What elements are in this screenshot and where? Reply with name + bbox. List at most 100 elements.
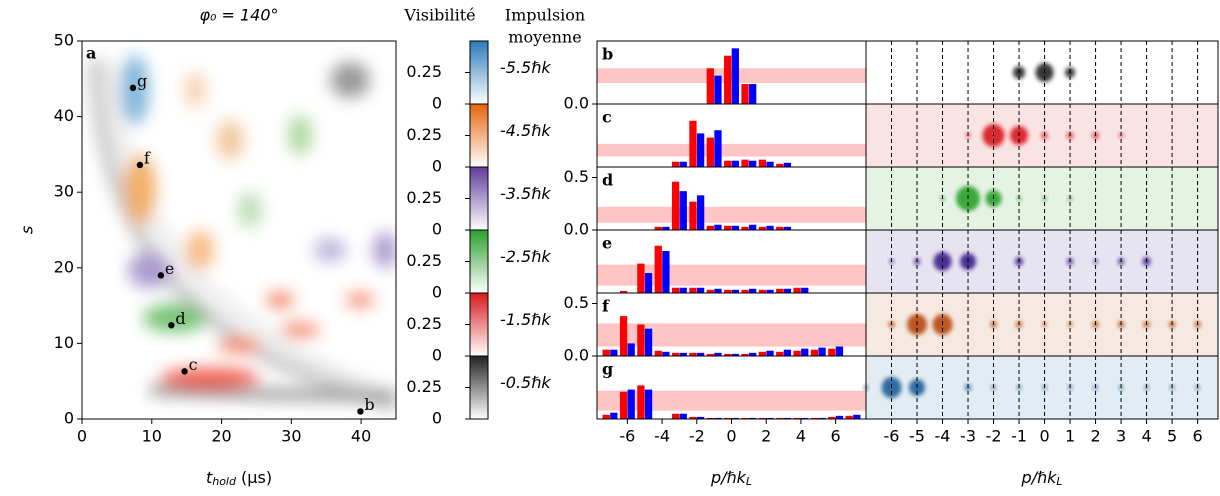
panel-label: g	[602, 360, 613, 379]
panel-label: b	[602, 45, 613, 64]
colorbar-segment-label: -5.5ℏk	[500, 58, 551, 77]
label-sub: L	[746, 475, 752, 488]
x-tick-label: 40	[351, 427, 371, 446]
x-tick-label: 10	[142, 427, 162, 446]
bar	[689, 120, 697, 167]
bar	[644, 328, 653, 356]
bar	[749, 160, 757, 167]
bar	[741, 417, 749, 419]
bar	[706, 353, 714, 356]
bar	[758, 351, 767, 356]
bar	[749, 352, 757, 356]
bar	[818, 417, 826, 419]
x-tick-label: 20	[211, 427, 231, 446]
y-tick-label: 0.5	[564, 167, 589, 186]
bar	[731, 289, 739, 293]
x-axis-label: thold (μs)	[206, 468, 272, 489]
colorbar-tick-label: 0	[432, 94, 442, 113]
bar	[741, 159, 749, 167]
bar	[724, 55, 732, 104]
point	[136, 161, 144, 169]
bar	[758, 289, 767, 293]
bar	[714, 224, 722, 230]
bar	[801, 417, 809, 419]
bar	[679, 191, 687, 230]
bar	[696, 287, 705, 293]
bar	[776, 288, 784, 293]
shaded-range	[597, 143, 866, 157]
colorbar-subtitle: Impulsion	[505, 6, 585, 25]
bar	[793, 417, 801, 419]
x-tick-label: 6	[831, 427, 841, 446]
bar	[654, 226, 662, 230]
colorbar-tick-label: 0.25	[406, 314, 442, 333]
label-main: p/ℏk	[710, 468, 747, 487]
x-axis-label: p/ℏkL	[710, 468, 752, 489]
bar	[801, 287, 809, 293]
bar	[714, 130, 722, 167]
bar	[766, 161, 774, 167]
bar	[696, 352, 705, 356]
colorbar-segment	[469, 355, 489, 420]
point	[129, 84, 137, 92]
bar	[671, 413, 680, 419]
colorbar-tick-label: 0	[432, 283, 442, 302]
label-sub: hold	[212, 475, 237, 488]
label-unit: (μs)	[236, 468, 272, 487]
point	[157, 272, 165, 279]
bar	[776, 351, 784, 356]
x-tick-label: -4	[654, 427, 670, 446]
y-tick-label: 0.0	[564, 94, 589, 113]
bar	[835, 346, 844, 356]
label-sub: L	[1056, 475, 1062, 488]
x-tick-label: 4	[1141, 427, 1151, 446]
colorbar-tick-label: 0.25	[406, 62, 442, 81]
bar	[602, 414, 610, 419]
bar	[679, 352, 687, 356]
heatmap-texture	[82, 41, 396, 419]
x-tick-label: -4	[935, 427, 951, 446]
bar	[818, 347, 826, 356]
bar	[724, 417, 732, 419]
bar	[749, 224, 757, 230]
x-tick-label: 2	[761, 427, 771, 446]
bar	[853, 414, 861, 419]
bar	[724, 160, 732, 167]
bar	[766, 289, 774, 293]
colorbar-segment-label: -1.5ℏk	[500, 310, 551, 329]
shaded-range	[597, 390, 866, 411]
bar	[627, 343, 635, 356]
colorbar-segment	[469, 40, 489, 105]
colorbar-segment	[469, 229, 489, 294]
bar	[602, 349, 610, 356]
x-tick-label: 2	[1090, 427, 1100, 446]
bar	[671, 287, 680, 293]
bar	[749, 288, 757, 293]
bar	[776, 226, 784, 230]
bar	[679, 161, 687, 167]
panel-label: d	[602, 171, 613, 190]
bar	[689, 352, 697, 356]
x-tick-label: -1	[1011, 427, 1027, 446]
bar	[671, 181, 680, 230]
point-label: g	[137, 71, 147, 90]
x-tick-label: 30	[281, 427, 301, 446]
point-label: f	[144, 148, 151, 167]
panel-label: a	[86, 44, 96, 63]
bar	[662, 226, 670, 230]
bar	[619, 290, 628, 293]
panel-label: f	[602, 297, 610, 316]
bar	[671, 161, 680, 167]
panel-label: c	[602, 108, 612, 127]
y-axis-label: s	[18, 226, 37, 234]
x-tick-label: 0	[726, 427, 736, 446]
panel-label: e	[602, 234, 612, 253]
bar	[706, 68, 714, 104]
y-tick-label: 20	[54, 257, 74, 276]
bar	[758, 159, 767, 167]
point	[181, 368, 188, 375]
bar	[758, 226, 767, 230]
bar	[835, 415, 844, 419]
colorbar-tick-label: 0.25	[406, 251, 442, 270]
bar	[637, 324, 645, 356]
